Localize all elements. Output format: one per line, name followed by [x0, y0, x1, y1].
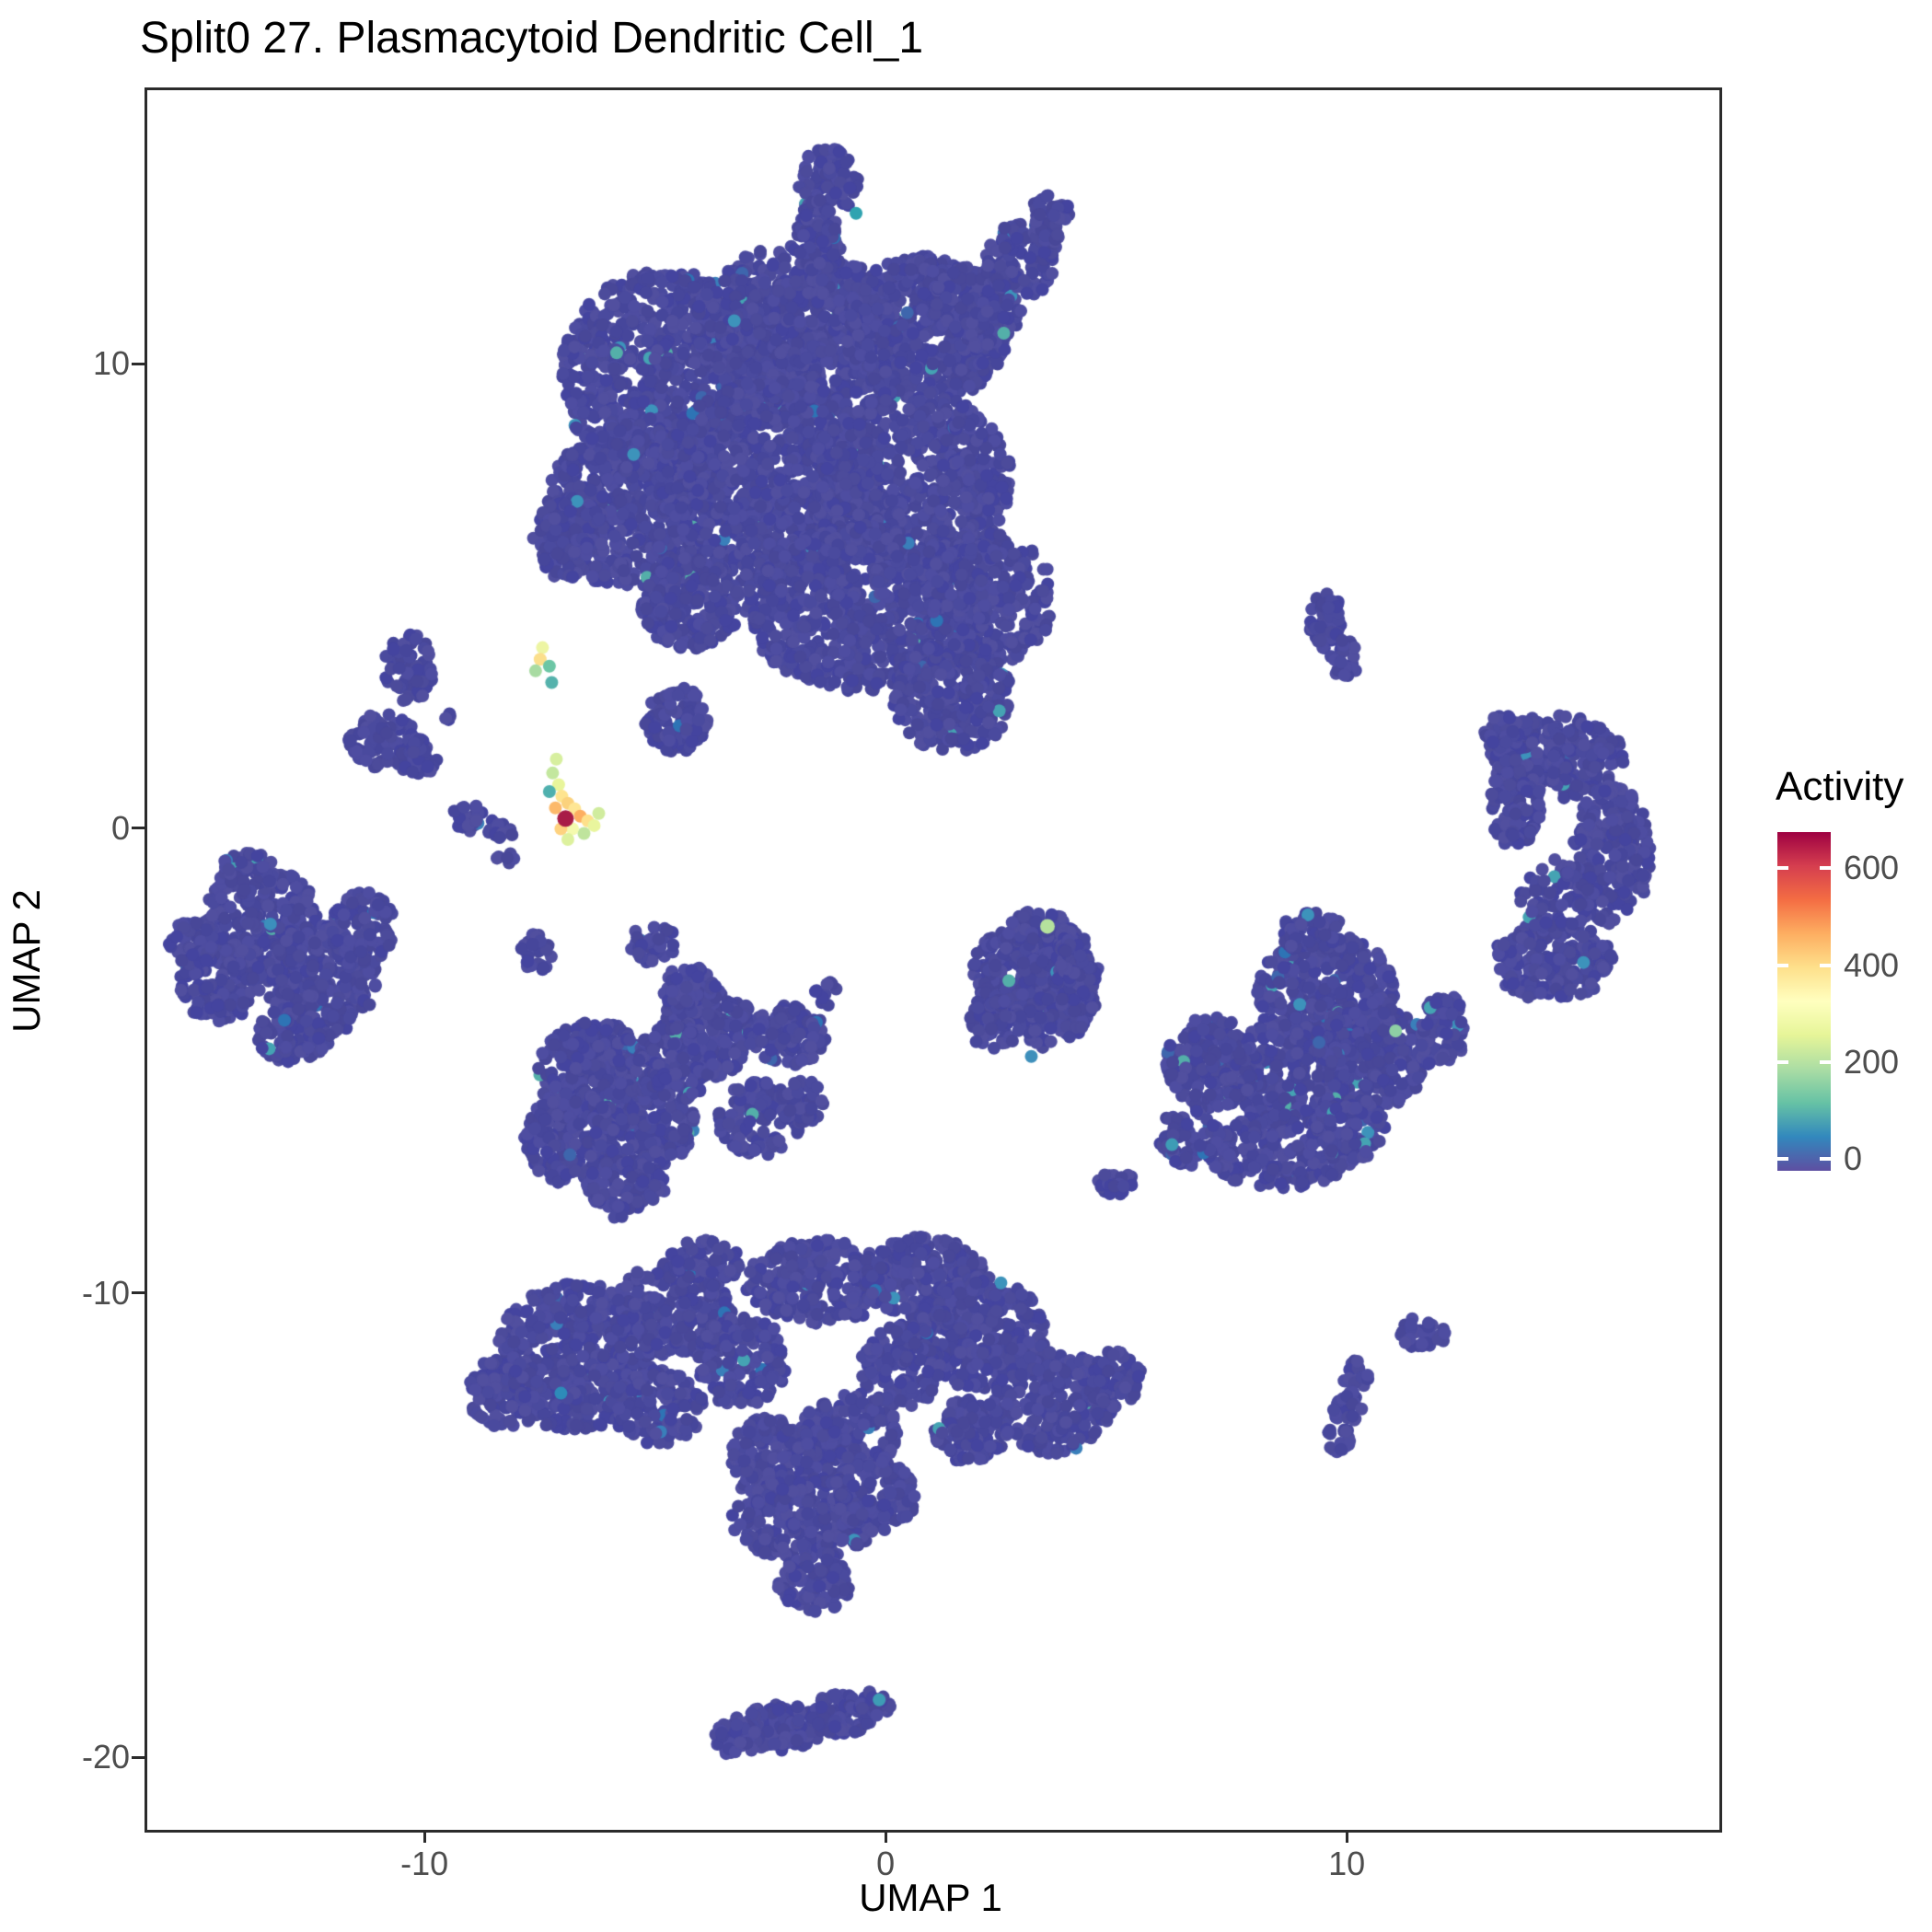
legend-tick-mark: [1820, 1059, 1831, 1064]
legend-tick-mark: [1777, 1156, 1788, 1161]
legend-tick-mark: [1820, 866, 1831, 871]
legend-tick-mark: [1777, 963, 1788, 967]
y-tick-label: 0: [110, 808, 130, 847]
legend-tick-mark: [1777, 1059, 1788, 1064]
legend-tick-label: 200: [1844, 1042, 1900, 1081]
y-tick-mark: [132, 1291, 145, 1295]
x-axis-title: UMAP 1: [859, 1876, 1002, 1919]
legend: Activity 0 200 400 600: [1772, 764, 1932, 1176]
y-tick-mark: [132, 1755, 145, 1759]
y-tick-label: -10: [81, 1273, 130, 1312]
x-tick-label: 0: [876, 1845, 896, 1882]
legend-tick-label: 0: [1844, 1139, 1863, 1177]
x-tick-label: 10: [1328, 1845, 1366, 1882]
y-tick-label: -20: [81, 1738, 130, 1776]
x-tick-label: -10: [400, 1845, 449, 1882]
legend-tick-mark: [1777, 866, 1788, 871]
legend-tick-label: 600: [1844, 849, 1900, 887]
legend-tick-mark: [1820, 1156, 1831, 1161]
x-tick-mark: [1345, 1830, 1348, 1843]
y-tick-mark: [132, 827, 145, 830]
y-tick-label: 10: [92, 344, 130, 383]
legend-tick-label: 400: [1844, 945, 1900, 984]
y-tick-mark: [132, 362, 145, 365]
plot-panel: [145, 87, 1722, 1833]
x-tick-mark: [422, 1830, 426, 1843]
legend-colorbar: [1777, 832, 1831, 1171]
y-axis-title: UMAP 2: [5, 889, 48, 1033]
legend-tick-mark: [1820, 963, 1831, 967]
scatter-canvas: [147, 90, 1719, 1830]
legend-title: Activity: [1776, 764, 1904, 809]
x-tick-mark: [884, 1830, 887, 1843]
chart-title: Split0 27. Plasmacytoid Dendritic Cell_1: [140, 14, 924, 63]
